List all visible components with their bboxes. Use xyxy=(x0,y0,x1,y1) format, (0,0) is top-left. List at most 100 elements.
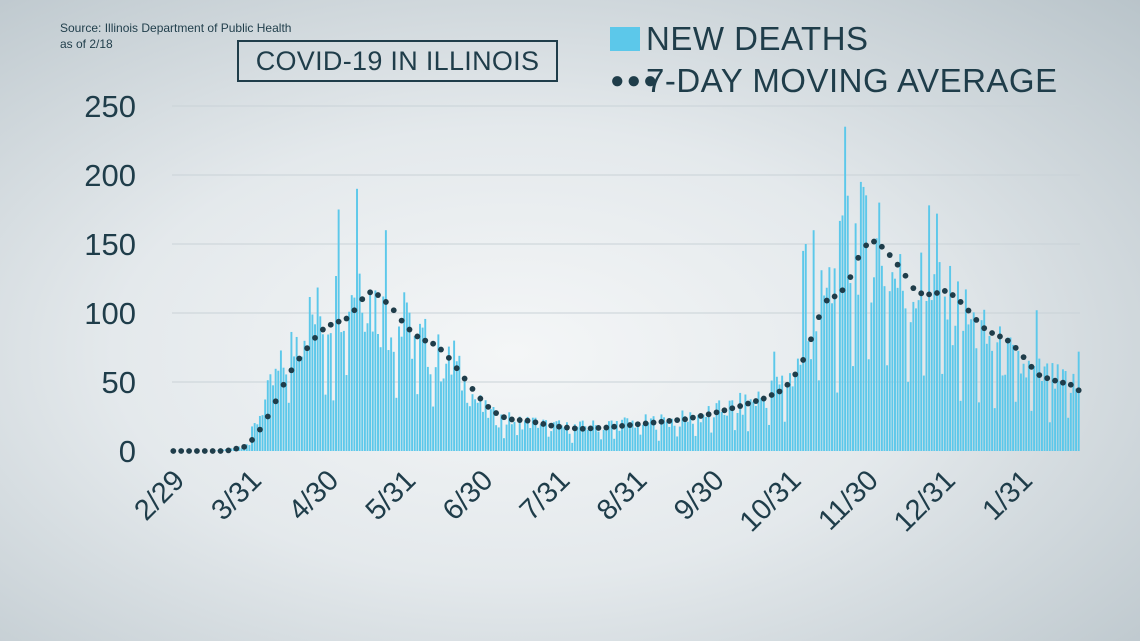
bar-new-deaths xyxy=(894,278,896,451)
bar-new-deaths xyxy=(702,414,705,451)
bar-new-deaths xyxy=(699,422,702,451)
bar-new-deaths xyxy=(998,326,1001,451)
bar-new-deaths xyxy=(521,429,524,451)
bar-new-deaths xyxy=(754,405,757,451)
bar-new-deaths xyxy=(1059,381,1062,451)
bar-new-deaths xyxy=(607,421,610,451)
dot-moving-average xyxy=(705,411,712,418)
bar-new-deaths xyxy=(670,418,673,451)
y-tick-label: 250 xyxy=(84,89,136,124)
bar-new-deaths xyxy=(988,335,991,451)
dot-moving-average xyxy=(1004,337,1011,344)
bar-new-deaths xyxy=(712,417,715,451)
dot-moving-average xyxy=(414,333,421,340)
bar-new-deaths xyxy=(382,296,385,451)
bar-new-deaths xyxy=(586,429,589,451)
dot-moving-average xyxy=(595,425,602,431)
bar-new-deaths xyxy=(907,381,910,451)
bar-new-deaths xyxy=(411,358,414,451)
dot-moving-average xyxy=(351,307,358,314)
bar-new-deaths xyxy=(812,230,815,451)
bar-new-deaths xyxy=(886,365,889,451)
bar-new-deaths xyxy=(432,406,435,451)
legend-moving-average: ●●● 7-DAY MOVING AVERAGE xyxy=(610,62,1058,100)
bar-new-deaths xyxy=(996,342,999,451)
bar-new-deaths xyxy=(652,416,655,451)
bar-new-deaths xyxy=(508,412,511,451)
dot-moving-average xyxy=(477,395,484,402)
bar-new-deaths xyxy=(678,426,681,451)
bar-new-deaths xyxy=(518,416,521,451)
bar-new-deaths xyxy=(374,290,377,451)
bar-new-deaths xyxy=(335,276,337,451)
dot-moving-average xyxy=(941,288,948,294)
bar-new-deaths xyxy=(691,423,694,451)
bar-new-deaths xyxy=(542,419,545,451)
bar-new-deaths xyxy=(529,428,532,451)
bar-new-deaths xyxy=(458,355,461,451)
bar-new-deaths xyxy=(970,319,973,451)
bar-new-deaths xyxy=(789,373,791,451)
bar-new-deaths xyxy=(1056,364,1059,451)
source-label: Source: Illinois Department of Public He… xyxy=(60,21,292,35)
bar-new-deaths xyxy=(972,312,975,451)
x-tick-label: 5/31 xyxy=(360,464,423,527)
bar-new-deaths xyxy=(405,302,408,451)
dot-series-moving-average xyxy=(170,238,1082,454)
bar-new-deaths xyxy=(516,435,519,451)
bar-new-deaths xyxy=(387,350,390,451)
dot-moving-average xyxy=(493,410,499,416)
bar-new-deaths xyxy=(495,425,498,451)
bar-new-deaths xyxy=(799,364,802,451)
x-tick-label: 9/30 xyxy=(668,464,731,527)
bar-new-deaths xyxy=(447,346,450,451)
bar-new-deaths xyxy=(369,291,372,451)
bar-new-deaths xyxy=(377,334,379,451)
bar-new-deaths xyxy=(689,412,692,451)
bar-new-deaths xyxy=(576,426,579,451)
bar-new-deaths xyxy=(303,340,306,451)
dot-moving-average xyxy=(272,398,279,405)
dot-moving-average xyxy=(249,437,255,443)
bar-new-deaths xyxy=(639,434,642,451)
grid-lines xyxy=(172,105,1080,383)
as-of-label: as of 2/18 xyxy=(60,37,113,51)
bar-new-deaths xyxy=(880,265,883,451)
bar-new-deaths xyxy=(726,415,728,451)
bar-new-deaths xyxy=(615,421,618,451)
bar-new-deaths xyxy=(558,420,561,451)
bar-new-deaths xyxy=(980,320,983,451)
legend-new-deaths-label: NEW DEATHS xyxy=(646,20,869,57)
bar-new-deaths xyxy=(1064,371,1067,451)
bar-new-deaths xyxy=(796,358,799,451)
bar-new-deaths xyxy=(807,341,810,451)
dot-moving-average xyxy=(296,355,303,362)
bar-new-deaths xyxy=(468,406,471,451)
bar-new-deaths xyxy=(946,319,949,451)
bar-new-deaths xyxy=(453,340,456,451)
dot-moving-average xyxy=(288,367,295,374)
bar-new-deaths xyxy=(416,394,419,451)
bar-new-deaths xyxy=(497,427,500,451)
legend-new-deaths: NEW DEATHS xyxy=(610,20,869,58)
bar-new-deaths xyxy=(531,417,534,451)
bar-new-deaths xyxy=(613,438,616,451)
dot-moving-average xyxy=(335,318,342,325)
dot-moving-average xyxy=(965,307,972,314)
dot-moving-average xyxy=(217,448,224,454)
bar-new-deaths xyxy=(581,420,584,451)
bar-new-deaths xyxy=(985,343,988,451)
bar-new-deaths xyxy=(306,350,309,451)
bar-new-deaths xyxy=(319,316,322,451)
bar-new-deaths xyxy=(600,439,603,451)
bar-new-deaths xyxy=(379,347,382,451)
bar-new-deaths xyxy=(1033,366,1036,451)
bar-new-deaths xyxy=(938,262,941,451)
bar-new-deaths xyxy=(964,289,967,451)
y-tick-label: 50 xyxy=(102,365,136,400)
bar-new-deaths xyxy=(859,181,862,451)
bar-new-deaths xyxy=(361,312,364,451)
bar-new-deaths xyxy=(592,420,595,451)
dot-moving-average xyxy=(934,290,940,296)
dot-moving-average xyxy=(690,414,696,421)
